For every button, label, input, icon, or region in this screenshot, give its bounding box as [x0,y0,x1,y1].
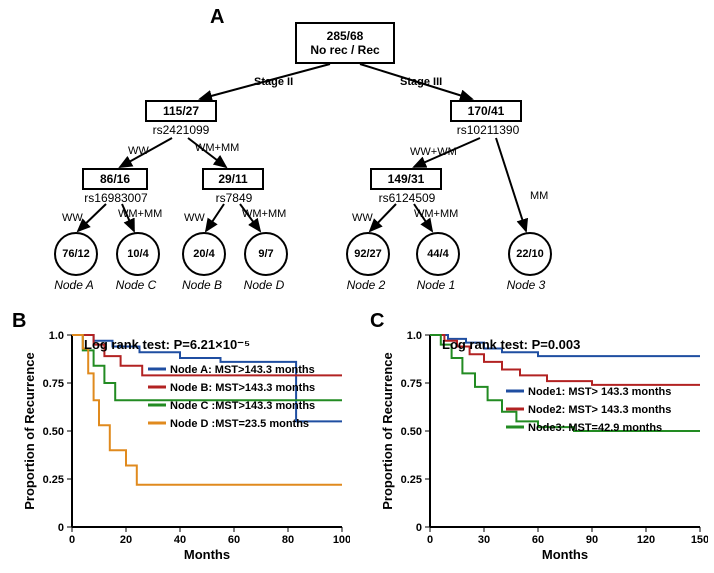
svg-text:Proportion of Recurrence: Proportion of Recurrence [22,352,37,509]
svg-text:0.75: 0.75 [43,378,64,390]
svg-text:0: 0 [58,522,64,534]
panel-b-plot: 0 20 40 60 80 100 0 0.25 0.50 0.75 1.0 Months Propor… [20,325,350,565]
svg-text:0: 0 [416,522,422,534]
svg-text:Node D :MST=23.5 months: Node D :MST=23.5 months [170,418,309,430]
svg-text:Node3: MST=42.9 months: Node3: MST=42.9 months [528,422,662,434]
svg-text:30: 30 [478,534,490,546]
svg-text:20: 20 [120,534,132,546]
svg-text:Months: Months [542,547,588,562]
panel-c-plot: 0 30 60 90 120 150 0 0.25 0.50 0.75 1.0 Months Propo… [378,325,708,565]
svg-text:Node B: MST>143.3 months: Node B: MST>143.3 months [170,382,315,394]
tree-arrows [0,0,714,300]
svg-text:80: 80 [282,534,294,546]
svg-text:60: 60 [532,534,544,546]
svg-text:0: 0 [427,534,433,546]
svg-text:0.75: 0.75 [401,378,422,390]
svg-text:Node2: MST> 143.3 months: Node2: MST> 143.3 months [528,404,671,416]
svg-text:Log rank test: P=0.003: Log rank test: P=0.003 [442,337,580,352]
svg-text:0: 0 [69,534,75,546]
svg-text:60: 60 [228,534,240,546]
svg-text:150: 150 [691,534,708,546]
svg-text:Months: Months [184,547,230,562]
svg-text:120: 120 [637,534,655,546]
svg-text:Node C :MST>143.3 months: Node C :MST>143.3 months [170,400,315,412]
svg-text:0.50: 0.50 [43,426,64,438]
svg-text:0.25: 0.25 [401,474,422,486]
svg-text:Node1: MST> 143.3 months: Node1: MST> 143.3 months [528,386,671,398]
svg-text:Proportion of Recurrence: Proportion of Recurrence [380,352,395,509]
svg-text:40: 40 [174,534,186,546]
svg-text:90: 90 [586,534,598,546]
svg-text:1.0: 1.0 [407,330,422,342]
svg-text:0.50: 0.50 [401,426,422,438]
svg-text:Node A: MST>143.3 months: Node A: MST>143.3 months [170,364,315,376]
svg-text:100: 100 [333,534,350,546]
svg-text:Log rank test: P=6.21×10⁻⁵: Log rank test: P=6.21×10⁻⁵ [84,337,250,352]
svg-text:1.0: 1.0 [49,330,64,342]
svg-text:0.25: 0.25 [43,474,64,486]
